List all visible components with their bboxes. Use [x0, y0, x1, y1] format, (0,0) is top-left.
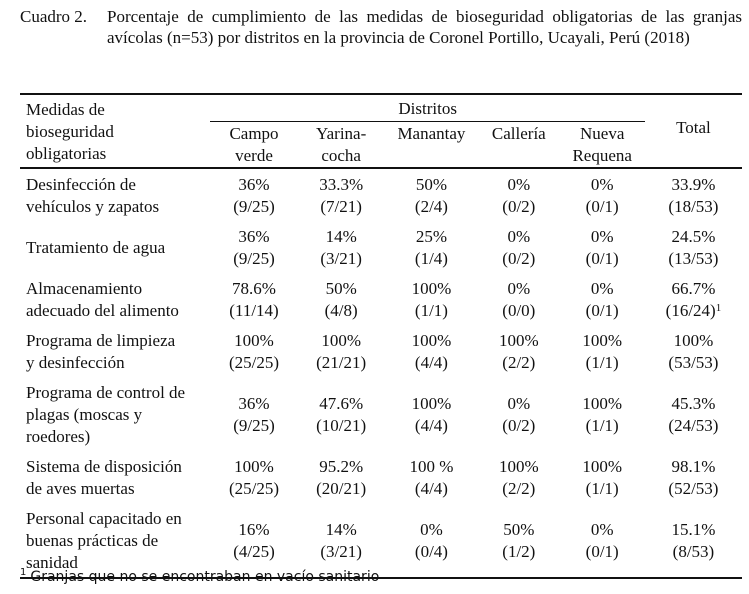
footnote-text: Granjas que no se encontraban en vacío s…: [30, 569, 380, 585]
footnote-marker: 1: [715, 302, 722, 314]
total-cell: 100% (53/53): [668, 331, 719, 372]
table-cell: 95.2% (20/21): [316, 457, 367, 498]
table-cell: 100% (2/2): [498, 331, 539, 372]
table-cell: 50% (1/2): [502, 520, 536, 561]
table-row: Almacenamiento adecuado del alimento 78.6…: [20, 274, 742, 326]
table-row: Personal capacitado en buenas prácticas d…: [20, 504, 742, 578]
footnote: 1 Granjas que no se encontraban en vacío …: [20, 567, 379, 587]
table-cell: 0% (0/1): [585, 279, 619, 320]
table-cell: 50% (2/4): [414, 175, 448, 216]
table-cell: 100% (1/1): [582, 394, 623, 435]
table-cell: 78.6% (11/14): [229, 279, 279, 320]
total-header: Total: [676, 118, 711, 137]
table-row: Tratamiento de agua 36% (9/25) 14% (3/21) …: [20, 222, 742, 274]
total-cell: 33.9% (18/53): [668, 175, 719, 216]
table-cell: 14% (3/21): [320, 520, 362, 561]
biosecurity-table: Medidas de bioseguridad obligatorias Dis…: [20, 93, 742, 579]
measure-name: Sistema de disposición de aves muertas: [26, 457, 182, 498]
total-cell: 24.5% (13/53): [668, 227, 719, 268]
table-cell: 0% (0/2): [502, 394, 536, 435]
column-header-nueva-requena: Nueva Requena: [572, 124, 632, 165]
table-cell: 0% (0/1): [585, 520, 619, 561]
table-body: Desinfección de vehículos y zapatos 36% (9…: [20, 168, 742, 578]
measures-header-line: Medidas de: [26, 100, 105, 119]
table-cell: 100% (2/2): [498, 457, 539, 498]
table-cell: 100% (25/25): [228, 457, 280, 498]
measure-name: Programa de control de plagas (moscas y ro…: [26, 383, 186, 446]
column-header-manantay: Manantay: [397, 124, 466, 143]
table-cell: 36% (9/25): [233, 175, 275, 216]
column-header-campo-verde: Campo verde: [229, 124, 279, 165]
table-row: Sistema de disposición de aves muertas 10…: [20, 452, 742, 504]
measure-name: Desinfección de vehículos y zapatos: [26, 175, 160, 216]
caption-label: Cuadro 2.: [20, 7, 88, 26]
table-row: Programa de control de plagas (moscas y ro…: [20, 378, 742, 452]
table-cell: 36% (9/25): [233, 394, 275, 435]
total-cell: 45.3% (24/53): [668, 394, 719, 435]
column-header-calleria: Callería: [491, 124, 546, 143]
measure-name: Almacenamiento adecuado del alimento: [26, 279, 179, 320]
table-cell: 100% (1/1): [582, 457, 623, 498]
table-cell: 50% (4/8): [324, 279, 358, 320]
districts-header: Distritos: [210, 94, 645, 122]
measure-name: Programa de limpieza y desinfección: [26, 331, 176, 372]
table-cell: 33.3% (7/21): [319, 175, 364, 216]
table-row: Programa de limpieza y desinfección 100%(…: [20, 326, 742, 378]
table-cell: 100% (21/21): [316, 331, 367, 372]
table-cell: 0% (0/0): [502, 279, 536, 320]
measure-name: Personal capacitado en buenas prácticas d…: [26, 509, 182, 572]
column-header-yarinacocha: Yarina- cocha: [316, 124, 367, 165]
footnote-marker: 1: [20, 567, 27, 578]
table-cell: 100 % (4/4): [409, 457, 454, 498]
table-cell: 100% (1/1): [582, 331, 623, 372]
table-row: Desinfección de vehículos y zapatos 36% (9…: [20, 168, 742, 222]
measures-header-line: obligatorias: [26, 144, 107, 163]
table-cell: 16% (4/25): [233, 520, 275, 561]
table-cell: 47.6% (10/21): [316, 394, 367, 435]
table-cell: 0% (0/1): [585, 227, 619, 268]
table-cell: 14% (3/21): [320, 227, 362, 268]
table-cell: 0% (0/2): [502, 175, 536, 216]
table-cell: 25% (1/4): [414, 227, 448, 268]
measures-header-line: bioseguridad: [26, 122, 114, 141]
total-cell: 66.7% (16/24)1: [665, 279, 722, 320]
measures-header: Medidas de bioseguridad obligatorias: [20, 94, 210, 168]
table-cell: 100% (1/1): [411, 279, 452, 320]
total-cell: 98.1% (52/53): [668, 457, 719, 498]
table-cell: 36% (9/25): [233, 227, 275, 268]
caption-text: Porcentaje de cumplimiento de las medida…: [107, 7, 742, 47]
table-cell: 0% (0/1): [585, 175, 619, 216]
table-cell: 100% (4/4): [411, 394, 452, 435]
total-cell: 15.1% (8/53): [671, 520, 716, 561]
table-cell: 0% (0/4): [414, 520, 448, 561]
table-caption: Cuadro 2. Porcentaje de cumplimiento de …: [20, 6, 742, 48]
table-cell: 100% (25/25): [228, 331, 280, 372]
measure-name: Tratamiento de agua: [26, 238, 166, 257]
table-cell: 100% (4/4): [411, 331, 452, 372]
table-cell: 0% (0/2): [502, 227, 536, 268]
